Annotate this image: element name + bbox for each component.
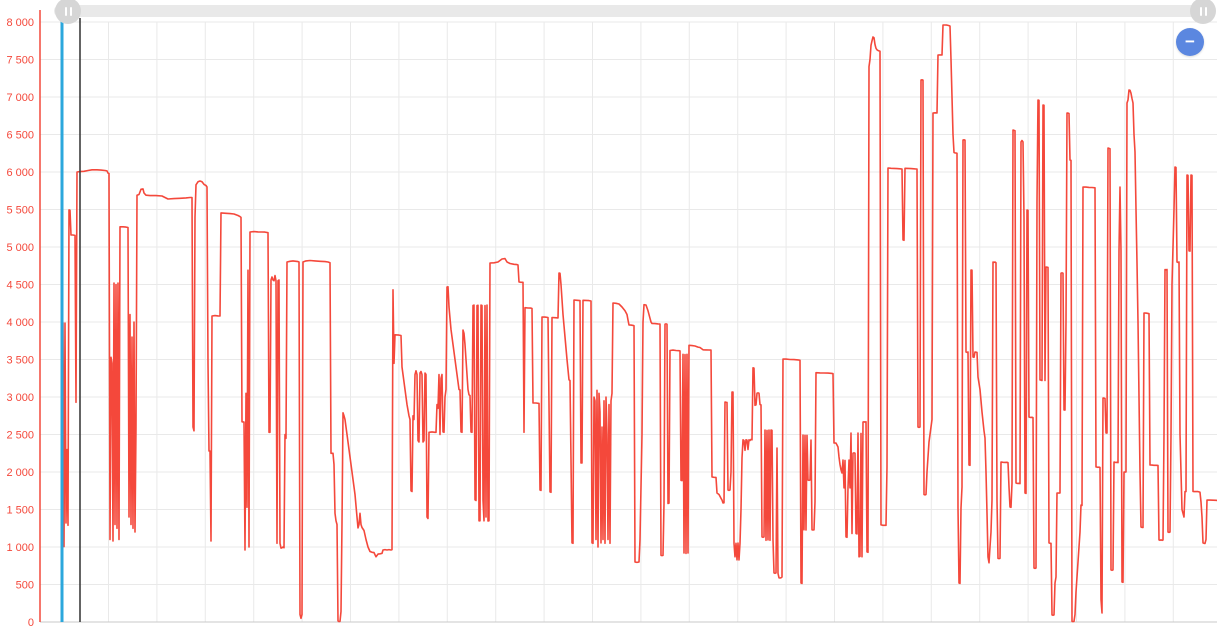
scrollbar-right-handle[interactable] xyxy=(1190,0,1216,24)
y-axis-tick-label: 2 500 xyxy=(6,430,34,442)
zoom-out-button[interactable]: − xyxy=(1176,28,1204,56)
y-axis-tick-label: 4 000 xyxy=(6,317,34,329)
range-scrollbar xyxy=(0,0,1217,26)
y-axis-tick-label: 6 000 xyxy=(6,167,34,179)
y-axis-tick-label: 3 500 xyxy=(6,355,34,367)
y-axis-tick-label: 500 xyxy=(16,580,34,592)
y-axis-tick-label: 3 000 xyxy=(6,392,34,404)
y-axis-tick-label: 0 xyxy=(28,617,34,628)
y-axis-tick-label: 5 500 xyxy=(6,205,34,217)
y-axis-tick-label: 7 500 xyxy=(6,55,34,67)
scrollbar-track[interactable] xyxy=(54,5,1206,17)
scrollbar-left-handle[interactable] xyxy=(55,0,81,24)
y-axis-tick-label: 5 000 xyxy=(6,242,34,254)
minus-icon: − xyxy=(1185,31,1195,51)
y-axis-tick-label: 6 500 xyxy=(6,130,34,142)
series-line xyxy=(62,24,1217,623)
y-axis-tick-label: 4 500 xyxy=(6,280,34,292)
y-axis-tick-label: 7 000 xyxy=(6,92,34,104)
y-axis-tick-label: 1 000 xyxy=(6,542,34,554)
pause-grip-icon xyxy=(64,6,72,16)
y-axis-tick-label: 1 500 xyxy=(6,505,34,517)
pause-grip-icon xyxy=(1199,6,1207,16)
y-axis-tick-label: 8 000 xyxy=(6,17,34,29)
y-axis-tick-label: 2 000 xyxy=(6,467,34,479)
